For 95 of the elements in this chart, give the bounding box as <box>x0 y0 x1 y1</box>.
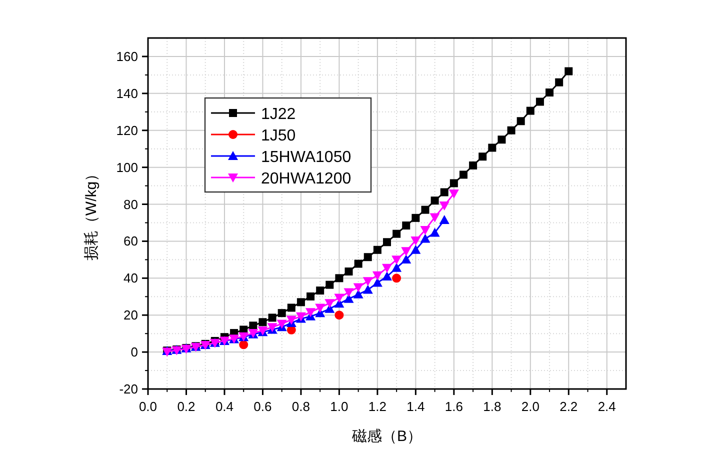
point <box>516 117 525 126</box>
point <box>335 274 344 282</box>
point <box>392 262 402 272</box>
point <box>401 254 412 264</box>
point <box>344 288 354 298</box>
point <box>278 309 286 318</box>
x-axis-title: 磁感（B） <box>350 428 422 445</box>
y-tick-label: 0 <box>130 344 138 360</box>
point <box>430 213 440 222</box>
point <box>344 268 353 276</box>
point <box>546 88 554 96</box>
point <box>249 322 258 330</box>
legend-label: 20HWA1200 <box>261 170 352 188</box>
point <box>362 277 373 286</box>
x-tick-label: 1.2 <box>368 399 386 414</box>
point <box>555 78 564 86</box>
point <box>410 244 421 254</box>
point <box>268 314 276 322</box>
point <box>239 340 248 350</box>
x-tick-label: 1.8 <box>483 399 502 414</box>
y-tick-label: 140 <box>116 86 138 101</box>
point <box>392 256 402 265</box>
point <box>372 278 382 287</box>
legend-label: 15HWA1050 <box>261 149 352 166</box>
point <box>536 98 544 106</box>
y-tick-label: 60 <box>124 234 138 249</box>
point <box>296 298 305 306</box>
point <box>392 274 402 283</box>
x-tick-label: 0.2 <box>177 399 196 414</box>
point <box>324 299 335 308</box>
y-tick-label: 80 <box>124 196 138 212</box>
point <box>459 170 468 179</box>
point <box>276 320 287 329</box>
point <box>372 271 382 280</box>
point <box>306 308 316 318</box>
point <box>488 144 496 152</box>
legend-label: 1J22 <box>261 106 296 123</box>
x-tick-label: 0.4 <box>215 399 234 414</box>
point <box>420 226 430 235</box>
point <box>306 292 315 300</box>
x-tick-label: 2.2 <box>560 399 578 414</box>
point <box>430 228 440 237</box>
point <box>353 283 364 292</box>
y-tick-label: 160 <box>116 48 138 64</box>
point <box>287 304 296 312</box>
point <box>507 126 516 134</box>
point <box>478 152 487 161</box>
x-tick-label: 0.6 <box>254 399 272 414</box>
point <box>430 196 439 205</box>
point <box>469 161 478 170</box>
point <box>448 190 459 199</box>
point <box>334 310 344 320</box>
point <box>382 271 392 280</box>
point <box>440 188 448 196</box>
point <box>498 136 506 144</box>
point <box>286 316 296 325</box>
point <box>362 284 373 294</box>
point <box>410 236 421 246</box>
point <box>344 294 354 303</box>
point <box>353 289 364 298</box>
point <box>373 246 382 254</box>
point <box>450 179 458 188</box>
point <box>258 318 267 326</box>
point <box>412 214 420 222</box>
legend-label: 1J50 <box>261 128 296 144</box>
point <box>564 67 573 76</box>
x-tick-label: 1.0 <box>330 399 348 414</box>
point <box>316 286 324 295</box>
y-tick-label: 100 <box>116 160 138 175</box>
x-tick-label: 1.6 <box>444 399 463 414</box>
point <box>382 264 392 273</box>
point <box>392 230 401 238</box>
point <box>402 222 410 230</box>
point <box>401 247 412 256</box>
y-tick-label: 20 <box>124 308 138 323</box>
point <box>526 106 534 115</box>
y-tick-label: -20 <box>119 382 138 396</box>
point <box>420 234 430 243</box>
y-tick-label: 120 <box>116 122 138 138</box>
point <box>439 202 450 211</box>
point <box>439 214 450 224</box>
point <box>421 206 430 214</box>
point <box>326 280 334 289</box>
x-tick-label: 2.0 <box>521 399 540 414</box>
point <box>364 253 372 262</box>
x-tick-label: 1.4 <box>406 399 425 414</box>
x-tick-label: 0.8 <box>292 399 310 414</box>
point <box>315 304 326 313</box>
x-tick-label: 0.0 <box>138 399 158 414</box>
point <box>354 260 362 268</box>
x-tick-label: 2.4 <box>598 399 616 414</box>
point <box>334 294 344 303</box>
y-axis-title: 损耗（W/kg） <box>83 166 100 261</box>
point <box>383 238 391 246</box>
y-tick-label: 40 <box>124 270 138 286</box>
